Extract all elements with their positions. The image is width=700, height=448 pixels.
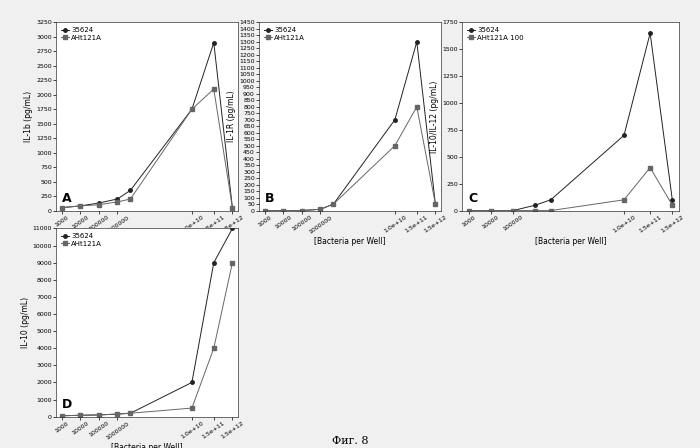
35624 — [228, 205, 237, 211]
AHt121A — [260, 208, 269, 213]
35624 — [260, 208, 269, 213]
35624 — [509, 208, 517, 213]
Text: A: A — [62, 192, 71, 205]
AHt121A — [113, 411, 122, 417]
AHt121A — [316, 207, 325, 212]
Legend: 35624, AHt121A: 35624, AHt121A — [262, 26, 307, 42]
Y-axis label: IL-10/IL-12 (pg/mL): IL-10/IL-12 (pg/mL) — [430, 80, 440, 153]
35624 — [620, 133, 628, 138]
Legend: 35624, AHt121A 100: 35624, AHt121A 100 — [466, 26, 525, 42]
AHt121A — [126, 196, 134, 202]
35624 — [94, 200, 103, 206]
X-axis label: [Bacteria per Well]: [Bacteria per Well] — [111, 237, 183, 246]
Line: AHt121A 100: AHt121A 100 — [467, 166, 674, 212]
AHt121A — [279, 208, 288, 213]
AHt121A — [94, 202, 103, 207]
35624 — [209, 40, 218, 45]
AHt121A 100 — [486, 208, 495, 213]
Line: 35624: 35624 — [60, 41, 234, 209]
35624 — [113, 411, 122, 417]
AHt121A — [94, 412, 103, 418]
35624 — [76, 203, 85, 209]
AHt121A 100 — [668, 202, 676, 208]
AHt121A — [57, 205, 66, 211]
Line: AHt121A: AHt121A — [60, 87, 234, 209]
Legend: 35624, AHt121A: 35624, AHt121A — [60, 232, 104, 248]
X-axis label: [Bacteria per Well]: [Bacteria per Well] — [314, 237, 386, 246]
35624 — [412, 39, 421, 44]
35624 — [329, 202, 337, 207]
AHt121A 100 — [620, 197, 628, 202]
AHt121A — [57, 413, 66, 418]
AHt121A 100 — [531, 208, 540, 213]
AHt121A — [412, 104, 421, 109]
35624 — [547, 197, 555, 202]
Line: 35624: 35624 — [60, 227, 234, 418]
AHt121A — [228, 205, 237, 211]
35624 — [668, 197, 676, 202]
35624 — [531, 202, 540, 208]
AHt121A — [76, 413, 85, 418]
AHt121A — [188, 107, 196, 112]
35624 — [298, 208, 306, 213]
35624 — [228, 226, 237, 231]
AHt121A 100 — [509, 208, 517, 213]
X-axis label: [Bacteria per Well]: [Bacteria per Well] — [535, 237, 606, 246]
Line: 35624: 35624 — [263, 40, 437, 212]
Y-axis label: IL-1b (pg/mL): IL-1b (pg/mL) — [25, 91, 34, 142]
35624 — [188, 380, 196, 385]
35624 — [279, 208, 288, 213]
AHt121A — [329, 202, 337, 207]
35624 — [431, 202, 440, 207]
35624 — [126, 188, 134, 193]
35624 — [646, 30, 654, 36]
Legend: 35624, AHt121A: 35624, AHt121A — [60, 26, 104, 42]
35624 — [57, 413, 66, 418]
35624 — [209, 260, 218, 265]
X-axis label: [Bacteria per Well]: [Bacteria per Well] — [111, 443, 183, 448]
AHt121A — [228, 260, 237, 265]
Line: 35624: 35624 — [467, 31, 674, 212]
35624 — [391, 117, 399, 122]
35624 — [126, 410, 134, 416]
Y-axis label: IL-1R (pg/mL): IL-1R (pg/mL) — [228, 90, 237, 142]
35624 — [188, 107, 196, 112]
Text: D: D — [62, 398, 71, 411]
AHt121A 100 — [646, 165, 654, 170]
AHt121A — [209, 86, 218, 92]
AHt121A — [391, 143, 399, 148]
AHt121A — [113, 199, 122, 205]
Y-axis label: IL-10 (pg/mL): IL-10 (pg/mL) — [21, 297, 29, 348]
AHt121A — [188, 405, 196, 411]
Line: AHt121A: AHt121A — [60, 261, 234, 418]
35624 — [57, 205, 66, 211]
AHt121A — [431, 202, 440, 207]
AHt121A — [126, 410, 134, 416]
AHt121A — [298, 208, 306, 213]
Text: Фиг. 8: Фиг. 8 — [332, 435, 368, 445]
AHt121A — [209, 345, 218, 351]
AHt121A — [76, 203, 85, 209]
35624 — [113, 196, 122, 202]
Text: C: C — [468, 192, 477, 205]
AHt121A 100 — [465, 208, 473, 213]
35624 — [94, 412, 103, 418]
35624 — [316, 207, 325, 212]
AHt121A 100 — [547, 208, 555, 213]
Line: AHt121A: AHt121A — [263, 105, 437, 212]
35624 — [76, 413, 85, 418]
35624 — [465, 208, 473, 213]
35624 — [486, 208, 495, 213]
Text: B: B — [265, 192, 274, 205]
